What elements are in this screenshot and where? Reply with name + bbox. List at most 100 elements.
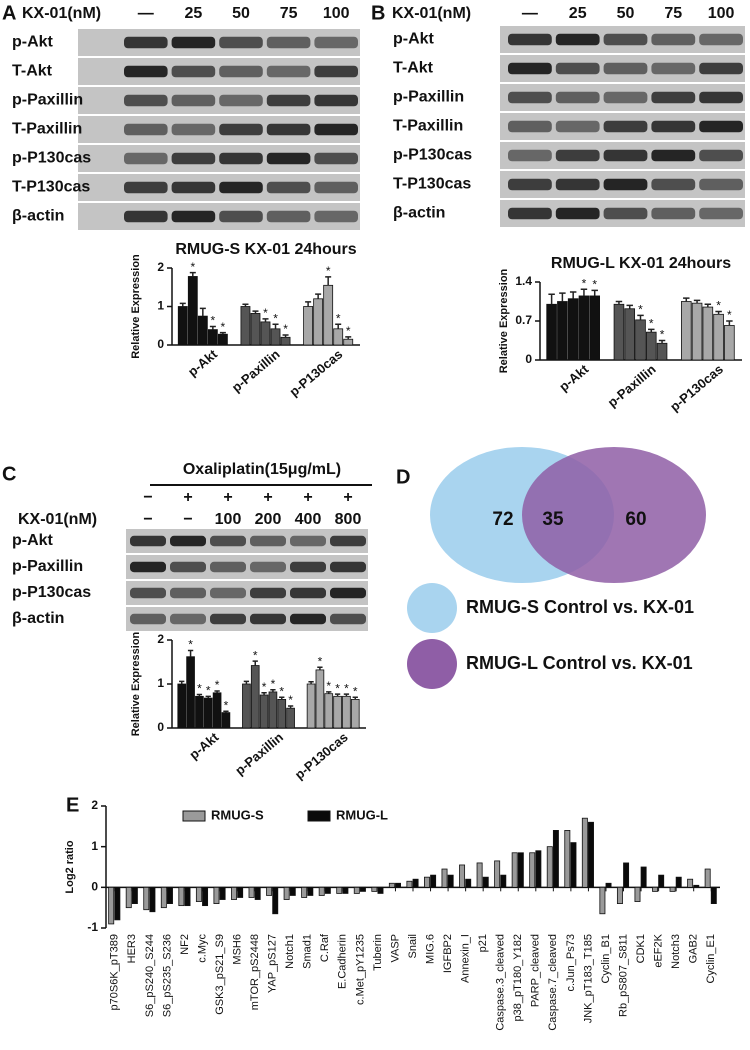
x-tick-label: VASP — [389, 934, 401, 963]
bar — [114, 886, 121, 921]
lane-label: 100 — [323, 5, 350, 22]
bar — [656, 342, 668, 361]
row-label: p-P130cas — [12, 584, 91, 601]
y-tick-label: 2 — [157, 260, 164, 274]
error-bar — [287, 705, 294, 709]
blot-band — [555, 120, 600, 133]
error-bar — [205, 695, 211, 699]
bar — [640, 866, 647, 888]
y-axis-label: Relative Expression — [130, 254, 142, 359]
y-tick-label: 2 — [157, 632, 164, 646]
x-tick-label: p-Akt — [556, 361, 592, 394]
lane-label: + — [183, 489, 192, 506]
lane-label: + — [343, 489, 352, 506]
x-tick-label: Caspase.7_cleaved — [547, 934, 559, 1031]
blot-band — [219, 210, 263, 223]
x-tick-label: p-P130cas — [286, 346, 345, 399]
blot-band — [124, 152, 168, 165]
y-tick-label: 1.4 — [515, 274, 532, 288]
legend-label: RMUG-L Control vs. KX-01 — [466, 653, 693, 673]
x-tick-label: p-Paxillin — [605, 361, 659, 410]
bar — [315, 669, 325, 729]
significance-marker: * — [283, 322, 288, 336]
panel-letter: C — [2, 463, 16, 485]
bar — [272, 886, 279, 915]
chart-title: RMUG-S KX-01 24hours — [175, 241, 356, 258]
blot-strip — [126, 607, 368, 631]
x-tick-label: HER3 — [126, 934, 138, 963]
error-bar — [352, 696, 358, 700]
treatment-label: KX-01(nM) — [22, 5, 101, 22]
bar — [500, 874, 507, 888]
blot-band — [266, 181, 311, 194]
significance-marker: * — [318, 654, 323, 668]
bar — [459, 864, 466, 888]
lane-label: — — [138, 5, 154, 22]
bar — [578, 295, 590, 361]
venn-count: 60 — [625, 509, 646, 530]
bar — [702, 306, 714, 361]
panel-letter: A — [2, 2, 16, 24]
error-bar — [261, 692, 267, 695]
lane-label: 200 — [255, 511, 282, 528]
bar — [303, 306, 314, 346]
bar — [589, 295, 600, 361]
row-label: T-P130cas — [393, 176, 471, 193]
error-bar — [693, 299, 701, 304]
chart-title: RMUG-L KX-01 24hours — [551, 255, 731, 272]
bar — [465, 878, 472, 888]
blot-band — [699, 207, 743, 220]
blot-band — [171, 94, 216, 107]
x-tick-label: S6_pS235_S236 — [161, 934, 173, 1017]
blot-band — [171, 123, 216, 136]
blot-band — [603, 149, 648, 162]
error-bar — [626, 304, 633, 309]
lane-label: — — [522, 5, 538, 22]
bar — [557, 301, 568, 361]
blot-band — [250, 587, 286, 599]
x-tick-label: p-Akt — [185, 346, 221, 379]
blot-band — [651, 178, 696, 191]
blot-strip — [126, 581, 368, 605]
y-tick-label: 0 — [91, 880, 98, 894]
blot-band — [555, 62, 600, 75]
treatment-label: KX-01(nM) — [18, 511, 97, 528]
significance-marker: * — [253, 648, 258, 662]
y-tick-label: 0 — [157, 720, 164, 734]
blot-band — [124, 123, 168, 136]
bar — [270, 328, 281, 346]
lane-label: 800 — [335, 511, 362, 528]
bar — [613, 303, 625, 361]
error-bar — [243, 680, 250, 684]
blot-band — [555, 91, 600, 104]
row-label: β-actin — [12, 610, 64, 627]
significance-marker: * — [638, 303, 643, 317]
blot-band — [219, 123, 263, 136]
bar — [307, 886, 314, 896]
bar — [623, 862, 630, 888]
bar — [635, 319, 646, 361]
blot-band — [171, 181, 216, 194]
blot-band — [210, 561, 246, 573]
bar — [212, 692, 222, 729]
significance-marker: * — [649, 317, 654, 331]
y-tick-label: 1 — [157, 299, 164, 313]
error-bar — [715, 310, 722, 315]
error-bar — [726, 320, 733, 326]
blot-band — [699, 62, 743, 75]
bar — [482, 876, 489, 888]
error-bar — [683, 297, 690, 302]
bar — [634, 886, 641, 902]
blot-band — [508, 207, 552, 220]
significance-marker: * — [215, 678, 220, 692]
bar — [202, 886, 209, 907]
row-label: p-Paxillin — [12, 92, 83, 109]
error-bar — [199, 307, 206, 317]
y-tick-label: 1 — [157, 676, 164, 690]
row-label: T-Paxillin — [12, 121, 82, 138]
bar — [517, 852, 524, 888]
significance-marker: * — [326, 679, 331, 693]
bar — [476, 862, 483, 888]
significance-marker: * — [190, 260, 195, 274]
significance-marker: * — [263, 306, 268, 320]
